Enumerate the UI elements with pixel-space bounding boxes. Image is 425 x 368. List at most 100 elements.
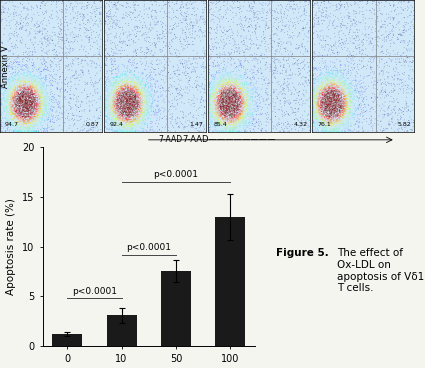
Point bbox=[329, 77, 336, 83]
Point bbox=[249, 110, 256, 116]
Point bbox=[78, 43, 85, 49]
Point bbox=[328, 96, 335, 102]
Point bbox=[275, 16, 282, 22]
Point bbox=[330, 96, 337, 102]
Point bbox=[33, 90, 40, 96]
Point bbox=[225, 96, 232, 102]
Point bbox=[301, 17, 308, 22]
Point bbox=[390, 67, 397, 73]
Point bbox=[119, 98, 125, 104]
Point bbox=[43, 82, 50, 88]
Point bbox=[385, 113, 391, 119]
Point bbox=[134, 106, 141, 112]
Point bbox=[338, 92, 345, 98]
Point bbox=[327, 90, 334, 96]
Point bbox=[65, 67, 71, 73]
Point bbox=[26, 78, 32, 84]
Point bbox=[17, 88, 24, 94]
Point bbox=[23, 128, 29, 134]
Point bbox=[280, 19, 286, 25]
Point bbox=[8, 115, 15, 121]
Point bbox=[222, 128, 229, 134]
Point bbox=[329, 116, 336, 122]
Point bbox=[16, 79, 23, 85]
Point bbox=[229, 105, 235, 111]
Point bbox=[223, 83, 230, 89]
Point bbox=[310, 106, 317, 112]
Point bbox=[223, 77, 230, 83]
Point bbox=[18, 98, 25, 103]
Point bbox=[329, 105, 336, 111]
Point bbox=[17, 97, 24, 103]
Point bbox=[123, 88, 130, 94]
Point bbox=[233, 103, 240, 109]
Point bbox=[116, 116, 123, 122]
Point bbox=[198, 83, 205, 89]
Point bbox=[17, 78, 24, 84]
Point bbox=[353, 45, 360, 51]
Point bbox=[130, 121, 136, 127]
Point bbox=[238, 100, 244, 106]
Point bbox=[222, 108, 229, 114]
Point bbox=[382, 89, 389, 95]
Point bbox=[69, 48, 76, 54]
Point bbox=[244, 107, 251, 113]
Point bbox=[310, 103, 317, 109]
Point bbox=[117, 99, 124, 105]
Point bbox=[37, 28, 44, 34]
Point bbox=[351, 84, 358, 89]
Point bbox=[225, 83, 232, 89]
Point bbox=[227, 93, 234, 99]
Point bbox=[132, 82, 139, 88]
Point bbox=[142, 24, 149, 30]
Point bbox=[334, 50, 341, 56]
Point bbox=[323, 91, 329, 97]
Point bbox=[385, 11, 392, 17]
Point bbox=[222, 110, 229, 116]
Point bbox=[328, 82, 335, 88]
Point bbox=[201, 126, 208, 132]
Point bbox=[14, 92, 20, 98]
Point bbox=[137, 82, 144, 88]
Point bbox=[326, 4, 333, 10]
Point bbox=[224, 103, 231, 109]
Point bbox=[89, 128, 96, 134]
Point bbox=[31, 128, 38, 134]
Point bbox=[270, 90, 277, 96]
Point bbox=[18, 14, 25, 20]
Point bbox=[370, 45, 377, 51]
Point bbox=[26, 69, 33, 75]
Point bbox=[76, 25, 82, 31]
Point bbox=[138, 91, 145, 96]
Point bbox=[235, 114, 242, 120]
Point bbox=[30, 84, 37, 90]
Point bbox=[405, 27, 412, 33]
Point bbox=[338, 75, 345, 81]
Point bbox=[368, 27, 375, 33]
Point bbox=[247, 115, 254, 121]
Point bbox=[330, 118, 337, 124]
Point bbox=[31, 88, 37, 94]
Point bbox=[118, 116, 125, 122]
Point bbox=[363, 34, 369, 40]
Point bbox=[329, 116, 335, 122]
Point bbox=[328, 124, 335, 130]
Point bbox=[342, 81, 349, 87]
Point bbox=[403, 59, 410, 64]
Point bbox=[375, 0, 382, 5]
Point bbox=[28, 124, 35, 130]
Point bbox=[224, 99, 231, 105]
Point bbox=[230, 127, 237, 132]
Point bbox=[65, 64, 71, 70]
Point bbox=[41, 88, 48, 93]
Point bbox=[366, 116, 373, 121]
Point bbox=[224, 93, 231, 99]
Point bbox=[127, 86, 134, 92]
Point bbox=[224, 96, 230, 102]
Point bbox=[122, 97, 128, 103]
Point bbox=[13, 97, 20, 103]
Point bbox=[8, 117, 15, 123]
Point bbox=[326, 101, 333, 107]
Point bbox=[139, 128, 146, 134]
Point bbox=[395, 19, 402, 25]
